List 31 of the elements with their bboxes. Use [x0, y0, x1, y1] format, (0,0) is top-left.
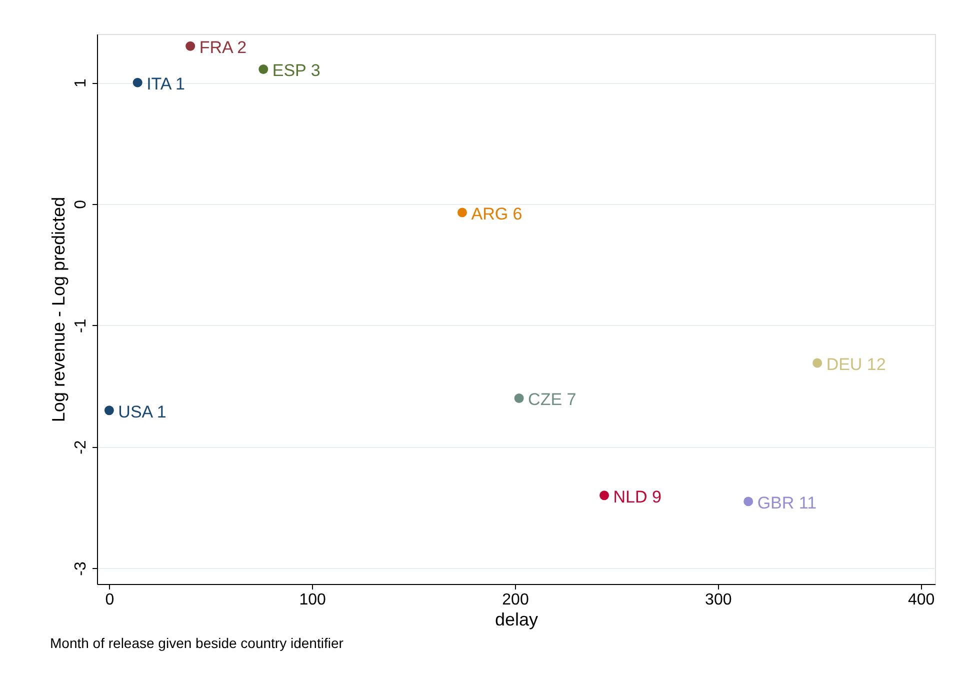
point	[812, 358, 822, 368]
annotation: ITA 1	[146, 74, 186, 94]
point	[258, 64, 268, 74]
y-tick-label: -3	[72, 562, 90, 576]
y-tick-label: -2	[72, 440, 90, 454]
point	[186, 41, 196, 51]
x-axis-title: delay	[494, 610, 538, 630]
point	[457, 208, 467, 218]
text: Month of release given beside country identifier	[50, 635, 344, 651]
x-tick-label: 200	[502, 592, 529, 608]
x-tick-label: 400	[908, 592, 935, 608]
point	[600, 490, 610, 500]
annotation: GBR 11	[757, 493, 817, 512]
annotation: NLD 9	[613, 487, 662, 506]
y-tick-label: 0	[72, 200, 90, 209]
x-tick-label: 300	[705, 592, 732, 608]
point	[104, 406, 114, 416]
y-tick-label: -1	[72, 318, 90, 334]
annotation: ESP 3	[272, 61, 320, 80]
point	[132, 78, 142, 88]
y-axis-title: Log revenue - Log predicted	[48, 196, 68, 422]
annotation: USA 1	[118, 402, 166, 422]
point	[744, 496, 754, 506]
point	[514, 394, 524, 403]
annotation: ARG 6	[471, 204, 522, 224]
x-tick-label: 100	[299, 592, 326, 608]
annotation: CZE 7	[528, 390, 576, 410]
y-tick-label: 1	[72, 78, 90, 88]
annotation: DEU 12	[826, 355, 886, 374]
x-tick-label: 0	[105, 592, 114, 608]
annotation: FRA 2	[199, 38, 247, 58]
